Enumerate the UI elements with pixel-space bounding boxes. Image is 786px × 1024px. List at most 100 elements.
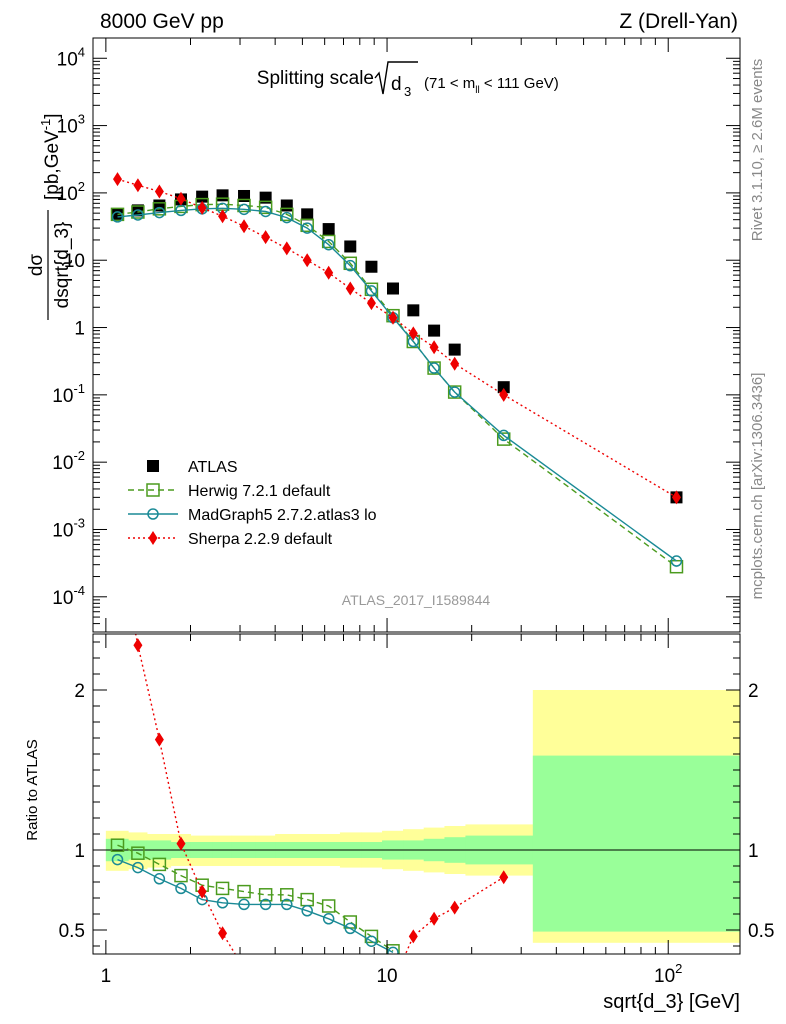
ratio-y-axis-label: Ratio to ATLAS (24, 739, 41, 840)
data-point (131, 205, 145, 219)
ratio-series-1 (111, 853, 399, 954)
ratio-y-tick-label-right: 0.5 (748, 921, 774, 942)
data-point (152, 202, 167, 216)
ratio-point (450, 900, 460, 915)
ratio-point (153, 873, 166, 885)
data-point (448, 386, 461, 398)
y-tick-label: 1 (74, 319, 85, 340)
data-point (497, 429, 510, 442)
y-tick-label: 10-1 (52, 381, 85, 407)
legend-label: Sherpa 2.2.9 default (188, 531, 333, 548)
header-left-label: 8000 GeV pp (100, 10, 224, 33)
data-point (176, 191, 186, 206)
series-line (117, 207, 677, 562)
ratio-point (258, 888, 273, 902)
ratio-point (110, 838, 125, 852)
legend-entry: ATLAS (147, 459, 238, 476)
ratio-point (175, 882, 187, 895)
data-point (258, 200, 273, 215)
ylabel-numerator: dσ (26, 254, 47, 277)
ratio-series-2 (133, 634, 509, 954)
data-point (216, 189, 229, 202)
ratio-point (301, 905, 313, 917)
title-variable-sub: 3 (404, 84, 411, 99)
data-point (113, 172, 123, 187)
ratio-point (154, 732, 164, 747)
data-point (447, 385, 462, 399)
x-axis-label: sqrt{d_3} [GeV] (603, 991, 740, 1013)
ratio-y-tick-label-left: 2 (74, 681, 85, 702)
data-point (280, 199, 293, 212)
main-frame (92, 37, 741, 633)
data-point (343, 256, 358, 271)
ratio-panel: 0.5 0.5 1 1 2 2 1 10 102 Ratio to ATLAS sqrt{d_3… (24, 633, 774, 1013)
sqrt-symbol (374, 61, 418, 95)
y-tick-label: 104 (57, 44, 85, 70)
ratio-frame (92, 633, 741, 955)
ratio-point (176, 836, 186, 851)
data-point (110, 207, 125, 222)
ratio-point (132, 861, 144, 874)
ratio-point (344, 922, 357, 935)
header-right-label: Z (Drell-Yan) (619, 10, 738, 33)
data-point (153, 206, 166, 219)
x-tick-label: 1 (101, 966, 112, 987)
data-point (408, 326, 418, 341)
ratio-point (216, 897, 229, 909)
ylabel-unit: [pb,GeV-1] (38, 113, 63, 200)
data-point (365, 260, 378, 273)
data-point (345, 281, 355, 296)
data-point (301, 208, 314, 221)
data-point (344, 240, 357, 253)
series-3 (113, 172, 681, 505)
series-0 (111, 189, 683, 504)
data-point (261, 230, 271, 245)
legend-label: Herwig 7.2.1 default (188, 483, 331, 500)
data-point (259, 205, 272, 218)
data-point (671, 490, 681, 505)
ratio-point (152, 857, 167, 872)
data-point (218, 209, 228, 224)
data-point (282, 241, 292, 256)
data-point (280, 207, 294, 222)
data-point (365, 285, 378, 297)
title-main: Splitting scale (257, 68, 374, 89)
x-tick-label: 10 (376, 966, 397, 987)
ylabel-denominator: dsqrt{d_3} (52, 222, 73, 309)
ratio-point (429, 911, 439, 926)
legend-entry: Sherpa 2.2.9 default (128, 531, 333, 548)
main-y-axis-label: dσ dsqrt{d_3} [pb,GeV-1] (26, 113, 73, 320)
data-point (427, 361, 441, 375)
ratio-y-tick-label-left: 0.5 (59, 921, 85, 942)
legend-entry: Herwig 7.2.1 default (128, 483, 331, 500)
series-line (117, 178, 677, 499)
data-point (302, 253, 312, 268)
ratio-point (280, 888, 294, 902)
ratio-line (117, 858, 394, 954)
data-point (387, 282, 400, 295)
data-point (388, 310, 398, 325)
ratio-point (218, 926, 228, 941)
data-point (239, 219, 249, 234)
rivet-version-label: Rivet 3.1.10, ≥ 2.6M events (749, 59, 766, 242)
ratio-point (259, 898, 272, 911)
ratio-point (174, 868, 188, 883)
ratio-point (387, 946, 399, 954)
data-point (497, 381, 510, 394)
data-point (429, 340, 439, 355)
mcplots-label: mcplots.cern.ch [arXiv:1306.3436] (749, 373, 766, 600)
ratio-point (499, 870, 509, 885)
data-point (428, 324, 441, 337)
ratio-point (237, 884, 251, 899)
analysis-watermark: ATLAS_2017_I1589844 (342, 592, 491, 608)
ratio-point (215, 881, 230, 896)
x-tick-label: 102 (654, 961, 682, 987)
data-point (281, 211, 293, 224)
ratio-point (365, 935, 378, 947)
title-cut: (71 < mll < 111 GeV) (424, 75, 559, 96)
ratio-point (131, 846, 145, 860)
data-point (344, 259, 357, 272)
legend-marker (147, 508, 159, 520)
ratio-line (137, 645, 236, 954)
